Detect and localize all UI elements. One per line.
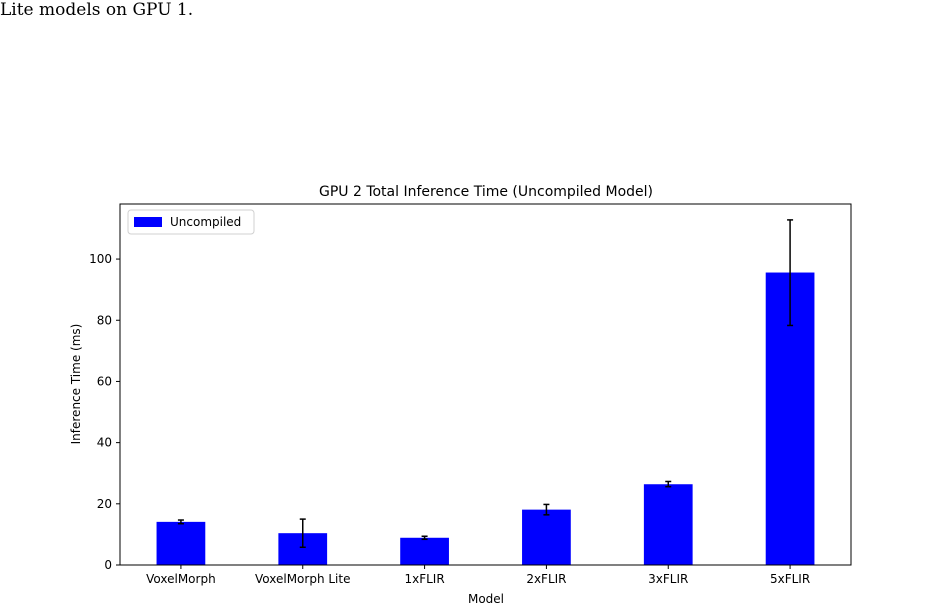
y-tick-label: 80	[97, 313, 112, 327]
legend-swatch	[134, 217, 162, 227]
legend: Uncompiled	[127, 209, 255, 235]
bar	[400, 537, 449, 565]
x-tick-label: 5xFLIR	[770, 572, 810, 586]
bar	[643, 484, 693, 565]
chart-title: GPU 2 Total Inference Time (Uncompiled M…	[319, 184, 653, 200]
plot-frame	[119, 203, 852, 566]
x-tick-label: 2xFLIR	[526, 572, 566, 586]
legend-box	[127, 209, 255, 235]
y-tick-label: 60	[97, 374, 112, 388]
y-tick-label: 40	[97, 436, 112, 450]
y-axis-label: Inference Time (ms)	[69, 324, 83, 445]
legend-label: Uncompiled	[170, 215, 241, 229]
y-tick-label: 0	[104, 558, 112, 572]
bar	[156, 521, 206, 565]
bar	[522, 509, 571, 565]
x-tick-label: 3xFLIR	[648, 572, 688, 586]
x-tick-label: 1xFLIR	[404, 572, 444, 586]
x-tick-label: VoxelMorph Lite	[255, 572, 350, 586]
y-tick-label: 20	[97, 497, 112, 511]
x-axis-label: Model	[468, 592, 504, 606]
x-tick-label: VoxelMorph	[146, 572, 216, 586]
caption-fragment: Lite models on GPU 1.	[0, 0, 194, 20]
y-tick-label: 100	[89, 252, 112, 266]
plot-area: VoxelMorph VoxelMorph Lite 1xFLIR 2xFLIR 3xF…	[89, 219, 815, 586]
